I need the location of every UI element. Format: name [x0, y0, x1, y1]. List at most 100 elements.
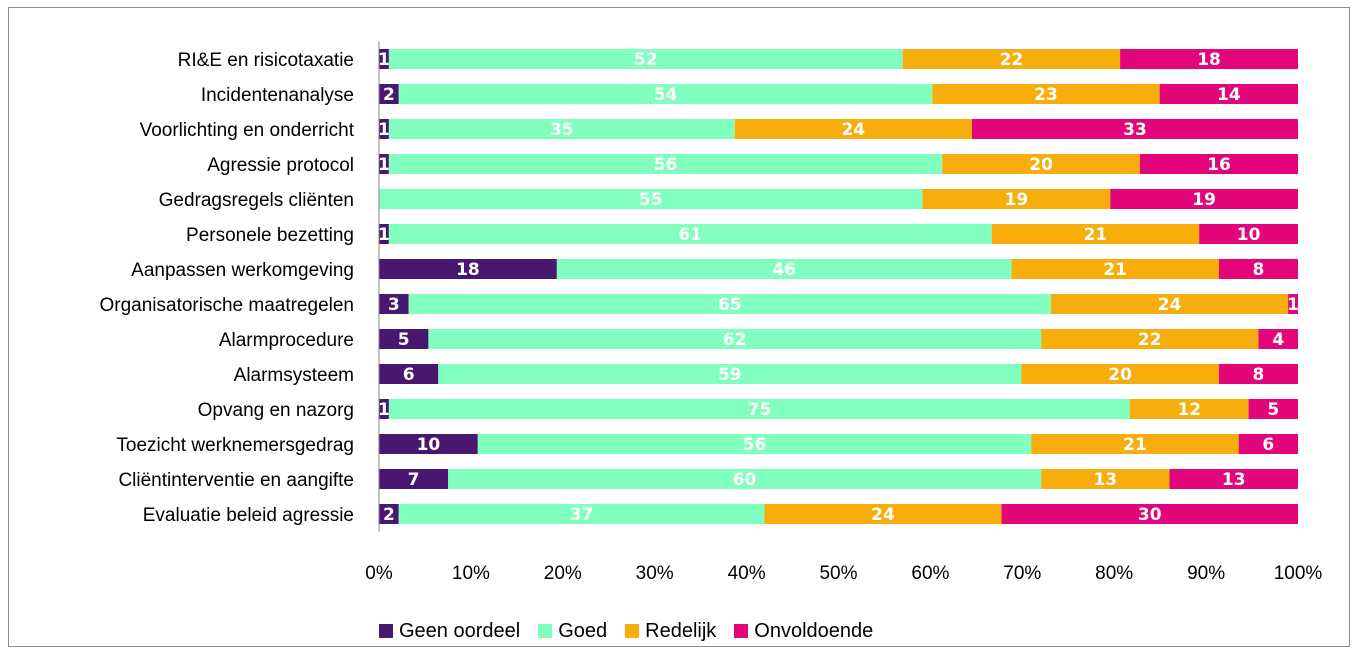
category-label: Opvang en nazorg	[198, 400, 354, 421]
data-label: 56	[654, 155, 678, 175]
x-tick-label: 90%	[1187, 563, 1225, 584]
data-label: 5	[398, 330, 410, 350]
x-tick-label: 10%	[452, 563, 490, 584]
data-label: 20	[1029, 155, 1053, 175]
data-label: 24	[871, 505, 895, 525]
bar-segment	[1139, 154, 1298, 174]
data-label: 21	[1084, 225, 1108, 245]
bar-segment	[379, 154, 389, 174]
bar-segment	[1021, 364, 1219, 384]
bar-segment	[379, 364, 439, 384]
chart-frame: 1 52 22 18 2 54 23 14 1 35 24 33 1 56 20 16 55 19 19 1 61 21 1…	[8, 7, 1350, 647]
data-label: 18	[456, 260, 480, 280]
data-label: 13	[1222, 470, 1246, 490]
data-label: 30	[1138, 505, 1162, 525]
bar-segment	[932, 84, 1160, 104]
category-label: Cliëntinterventie en aangifte	[118, 470, 354, 491]
bar-segment	[1199, 224, 1298, 244]
data-label: 6	[403, 365, 415, 385]
bar-segment	[942, 154, 1140, 174]
category-label: Alarmsysteem	[234, 365, 354, 386]
category-label: RI&E en risicotaxatie	[178, 50, 354, 71]
bar-segment	[448, 469, 1042, 489]
data-label: 7	[408, 470, 420, 490]
data-label: 61	[678, 225, 702, 245]
legend-label: Geen oordeel	[399, 619, 521, 642]
bar-segment	[1258, 329, 1298, 349]
legend-item: Redelijk	[625, 620, 716, 643]
bar-segment	[1041, 329, 1259, 349]
x-tick-label: 100%	[1274, 563, 1323, 584]
data-label: 21	[1103, 260, 1127, 280]
category-label: Agressie protocol	[207, 155, 354, 176]
data-label: 20	[1108, 365, 1132, 385]
bar-segment	[379, 259, 557, 279]
data-label: 8	[1253, 365, 1265, 385]
data-label: 18	[1197, 50, 1221, 70]
legend-swatch	[538, 624, 553, 638]
data-label: 4	[1272, 330, 1284, 350]
bar-segment	[1041, 469, 1170, 489]
data-label: 19	[1192, 190, 1216, 210]
bar-segment	[428, 329, 1042, 349]
data-label: 56	[743, 435, 767, 455]
category-label: Incidentenanalyse	[201, 85, 354, 106]
data-label: 52	[634, 50, 658, 70]
category-label: Toezicht werknemersgedrag	[116, 435, 354, 456]
legend-item: Goed	[538, 620, 607, 643]
data-label: 62	[723, 330, 747, 350]
data-label: 37	[570, 505, 594, 525]
data-label: 24	[1158, 295, 1182, 315]
bar-segment	[398, 504, 765, 524]
data-label: 10	[417, 435, 441, 455]
bar-segment	[1238, 434, 1298, 454]
x-tick-label: 40%	[728, 563, 766, 584]
x-tick-label: 80%	[1095, 563, 1133, 584]
x-tick-label: 0%	[365, 563, 393, 584]
data-label: 24	[841, 120, 865, 140]
bar-segment	[379, 189, 923, 209]
bar-segment	[764, 504, 1002, 524]
bar-segment	[379, 399, 389, 419]
bar-segment	[1110, 189, 1298, 209]
category-label: Voorlichting en onderricht	[140, 120, 355, 141]
x-tick-label: 60%	[911, 563, 949, 584]
data-label: 1	[378, 400, 390, 420]
data-label: 14	[1217, 85, 1241, 105]
legend-label: Redelijk	[645, 619, 717, 642]
bar-segment	[379, 434, 478, 454]
bar-segment	[388, 119, 735, 139]
bar-segment	[734, 119, 972, 139]
bar-segment	[1218, 364, 1298, 384]
bar-segment	[379, 84, 399, 104]
x-tick-label: 50%	[819, 563, 857, 584]
legend-item: Onvoldoende	[734, 620, 873, 643]
x-tick-label: 30%	[636, 563, 674, 584]
data-label: 65	[718, 295, 742, 315]
bar-segment	[388, 49, 903, 69]
data-label: 1	[378, 120, 390, 140]
bar-segment	[477, 434, 1032, 454]
data-label: 2	[383, 85, 395, 105]
data-label: 54	[654, 85, 678, 105]
data-label: 5	[1267, 400, 1279, 420]
bar-segment	[379, 224, 389, 244]
data-label: 1	[1287, 295, 1299, 315]
bar-segment	[1050, 294, 1289, 314]
data-label: 19	[1005, 190, 1029, 210]
data-label: 3	[388, 295, 400, 315]
data-label: 16	[1207, 155, 1231, 175]
bar-segment	[991, 224, 1200, 244]
legend-swatch	[734, 624, 749, 638]
category-label: Gedragsregels cliënten	[159, 190, 354, 211]
bar-segment	[1001, 504, 1298, 524]
bar-segment	[398, 84, 933, 104]
data-label: 10	[1237, 225, 1261, 245]
data-label: 8	[1253, 260, 1265, 280]
category-label: Personele bezetting	[186, 225, 354, 246]
x-tick-label: 20%	[544, 563, 582, 584]
data-label: 1	[378, 50, 390, 70]
x-tick-label: 70%	[1003, 563, 1041, 584]
data-label: 21	[1123, 435, 1147, 455]
